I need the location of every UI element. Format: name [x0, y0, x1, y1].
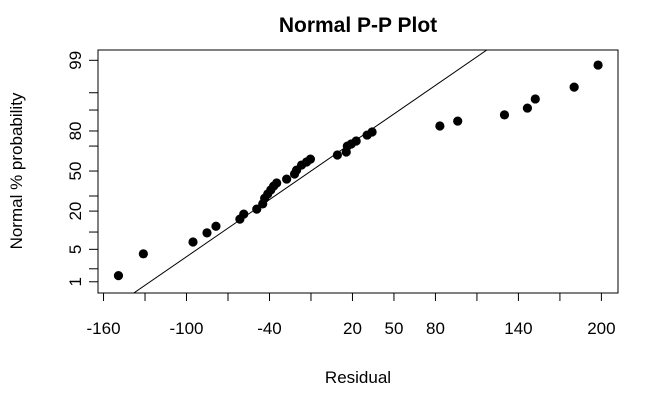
point: [239, 209, 249, 219]
point: [453, 116, 463, 126]
point: [202, 228, 212, 238]
x-tick-label: -160: [87, 319, 121, 338]
point: [252, 204, 262, 214]
x-tick-label: 80: [426, 319, 445, 338]
x-axis-label: Residual: [325, 368, 391, 387]
point: [211, 221, 221, 231]
x-tick-label: -40: [257, 319, 282, 338]
point: [138, 249, 148, 259]
y-axis-label: Normal % probability: [7, 92, 26, 249]
point: [113, 271, 124, 281]
y-tick-label: 50: [66, 162, 85, 181]
point: [332, 150, 342, 160]
y-tick-label: 99: [66, 51, 85, 70]
chart-title: Normal P-P Plot: [279, 14, 437, 37]
point: [282, 174, 292, 184]
point: [367, 127, 377, 137]
y-tick-label: 20: [66, 202, 85, 221]
point: [522, 103, 533, 113]
x-tick-label: 200: [587, 319, 615, 338]
point: [351, 136, 361, 146]
x-tick-label: -100: [169, 319, 203, 338]
point: [569, 82, 579, 92]
y-tick-label: 5: [66, 245, 85, 254]
x-tick-label: 20: [343, 319, 362, 338]
y-tick-label: 1: [66, 277, 85, 286]
x-tick-label: 140: [504, 319, 532, 338]
point: [272, 178, 282, 188]
point: [530, 94, 540, 104]
point: [188, 237, 198, 247]
y-tick-label: 80: [66, 122, 85, 141]
point: [593, 60, 603, 70]
x-tick-label: 50: [384, 319, 403, 338]
point: [435, 121, 445, 131]
point: [499, 110, 510, 120]
point: [305, 154, 316, 164]
